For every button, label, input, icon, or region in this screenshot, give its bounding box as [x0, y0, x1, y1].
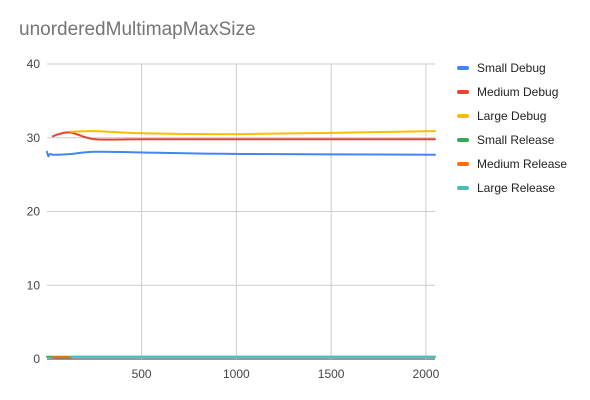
legend-swatch	[457, 114, 469, 118]
legend-item-small-release: Small Release	[457, 128, 567, 152]
legend-swatch	[457, 138, 469, 142]
legend-swatch	[457, 186, 469, 190]
x-tick-label: 1500	[318, 367, 345, 381]
y-tick-label: 0	[33, 352, 40, 366]
legend-item-small-debug: Small Debug	[457, 56, 567, 80]
y-tick-label: 40	[27, 57, 41, 71]
legend-label: Medium Debug	[477, 85, 558, 99]
legend-item-large-debug: Large Debug	[457, 104, 567, 128]
legend-swatch	[457, 162, 469, 166]
legend-label: Large Debug	[477, 109, 546, 123]
x-tick-label: 2000	[413, 367, 440, 381]
y-axis: 0 10 20 30 40	[27, 57, 41, 366]
legend: Small Debug Medium Debug Large Debug Small …	[457, 56, 567, 200]
legend-item-large-release: Large Release	[457, 176, 567, 200]
series-line-small-debug	[47, 152, 435, 157]
legend-label: Large Release	[477, 181, 555, 195]
x-tick-label: 1000	[223, 367, 250, 381]
legend-item-medium-debug: Medium Debug	[457, 80, 567, 104]
series-line-large-debug	[71, 131, 435, 134]
legend-swatch	[457, 90, 469, 94]
grid	[47, 64, 435, 359]
legend-label: Small Debug	[477, 61, 546, 75]
y-tick-label: 30	[27, 131, 41, 145]
series-lines	[47, 131, 435, 357]
x-tick-label: 500	[132, 367, 152, 381]
legend-swatch	[457, 66, 469, 70]
x-axis: 500 1000 1500 2000	[132, 367, 440, 381]
legend-label: Small Release	[477, 133, 554, 147]
legend-item-medium-release: Medium Release	[457, 152, 567, 176]
legend-label: Medium Release	[477, 157, 567, 171]
y-tick-label: 10	[27, 278, 41, 292]
y-tick-label: 20	[27, 205, 41, 219]
